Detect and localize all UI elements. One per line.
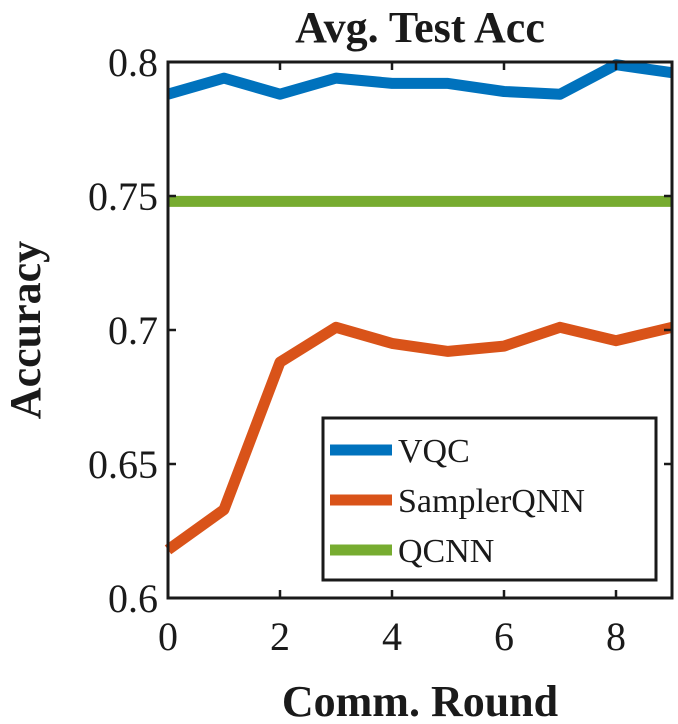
series-line-vqc bbox=[166, 59, 673, 100]
chart-title: Avg. Test Acc bbox=[295, 3, 545, 52]
legend-label-samplerqnn: SamplerQNN bbox=[398, 483, 585, 520]
y-axis-label: Accuracy bbox=[1, 241, 50, 419]
series-line-samplerqnn bbox=[164, 321, 674, 555]
plot-frame bbox=[166, 60, 674, 600]
y-tick-label: 0.75 bbox=[88, 174, 158, 219]
x-axis-label: Comm. Round bbox=[282, 677, 558, 724]
x-tick-label: 8 bbox=[606, 614, 626, 659]
y-tick-label: 0.6 bbox=[108, 576, 158, 621]
legend: VQC SamplerQNN QCNN bbox=[321, 416, 658, 582]
legend-label-qcnn: QCNN bbox=[398, 533, 494, 570]
y-tick-label: 0.65 bbox=[88, 442, 158, 487]
tick-layer: 0 2 4 6 8 0.6 0.65 0.7 0.75 0.8 bbox=[88, 40, 672, 659]
x-tick-label: 4 bbox=[382, 614, 402, 659]
x-tick-label: 0 bbox=[158, 614, 178, 659]
series-layer bbox=[164, 59, 674, 555]
y-tick-label: 0.7 bbox=[108, 308, 158, 353]
legend-label-vqc: VQC bbox=[398, 433, 470, 470]
y-tick-label: 0.8 bbox=[108, 40, 158, 85]
x-tick-label: 6 bbox=[494, 614, 514, 659]
x-tick-label: 2 bbox=[270, 614, 290, 659]
